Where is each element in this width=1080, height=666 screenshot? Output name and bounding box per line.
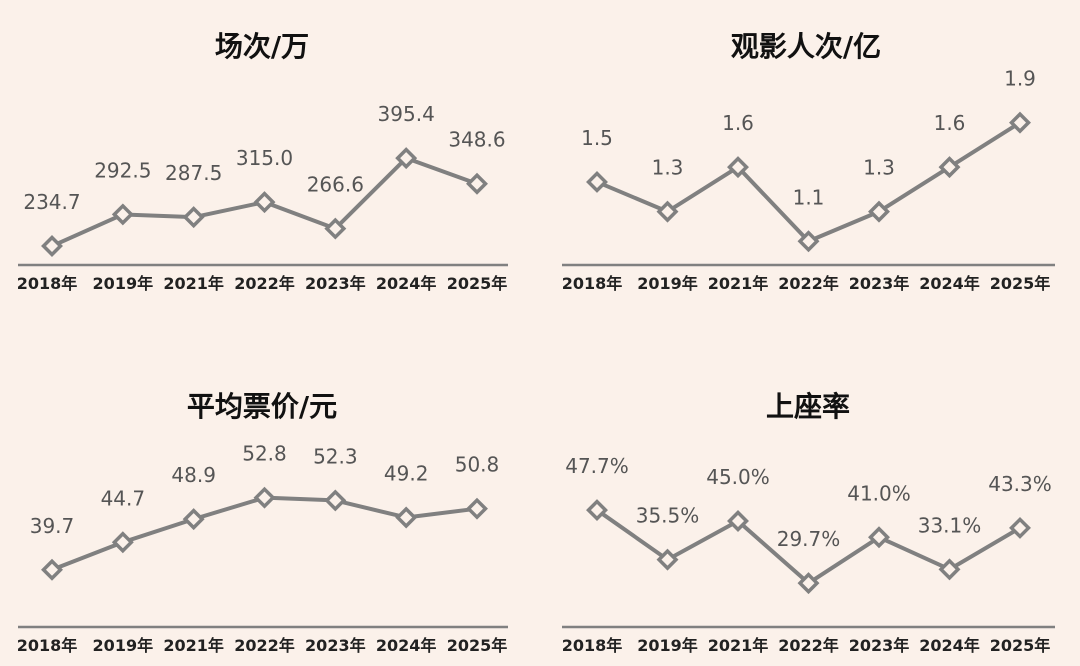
data-point-marker xyxy=(1009,111,1031,134)
x-tick-label: 2025年 xyxy=(447,274,508,293)
data-label: 234.7 xyxy=(23,190,80,214)
x-tick-label: 2018年 xyxy=(562,274,623,293)
x-tick-label: 2021年 xyxy=(163,274,224,293)
data-label: 49.2 xyxy=(384,461,429,485)
x-tick-label: 2025年 xyxy=(990,636,1051,655)
data-label: 1.3 xyxy=(863,156,895,180)
chart-title: 平均票价/元 xyxy=(187,390,337,423)
data-label: 1.6 xyxy=(934,111,966,135)
x-tick-label: 2019年 xyxy=(93,274,154,293)
data-label: 50.8 xyxy=(455,453,500,477)
data-point-marker xyxy=(656,200,679,223)
data-label: 1.1 xyxy=(793,185,825,209)
x-tick-label: 2023年 xyxy=(849,636,910,655)
x-tick-label: 2018年 xyxy=(17,636,78,655)
data-point-marker xyxy=(182,206,205,229)
data-point-marker xyxy=(324,217,347,240)
x-tick-label: 2022年 xyxy=(778,636,839,655)
x-tick-label: 2021年 xyxy=(163,636,224,655)
data-label: 1.9 xyxy=(1004,67,1036,91)
x-tick-label: 2025年 xyxy=(990,274,1051,293)
data-label: 33.1% xyxy=(918,513,982,537)
data-point-marker xyxy=(727,510,749,533)
x-tick-label: 2023年 xyxy=(305,274,366,293)
x-tick-label: 2019年 xyxy=(637,274,698,293)
x-tick-label: 2022年 xyxy=(778,274,839,293)
data-point-marker xyxy=(111,531,134,554)
data-label: 1.6 xyxy=(722,111,754,135)
data-point-marker xyxy=(868,526,890,549)
data-point-marker xyxy=(182,508,205,531)
data-label: 52.3 xyxy=(313,444,358,468)
data-point-marker xyxy=(938,558,961,581)
data-label: 1.3 xyxy=(652,156,684,180)
data-label: 39.7 xyxy=(30,514,75,538)
data-point-marker xyxy=(466,497,488,520)
data-label: 315.0 xyxy=(236,146,293,170)
data-label: 44.7 xyxy=(101,486,146,510)
data-label: 348.6 xyxy=(448,128,505,152)
chart-title: 上座率 xyxy=(766,390,850,423)
data-point-marker xyxy=(41,235,63,257)
data-label: 35.5% xyxy=(636,504,700,528)
data-point-marker xyxy=(324,489,347,512)
data-point-marker xyxy=(586,499,608,522)
chart-title: 场次/万 xyxy=(215,30,309,63)
data-label: 45.0% xyxy=(706,465,770,489)
chart-title: 观影人次/亿 xyxy=(731,30,881,63)
x-tick-label: 2022年 xyxy=(234,274,295,293)
data-label: 47.7% xyxy=(565,454,629,478)
data-point-marker xyxy=(586,170,608,193)
data-label: 48.9 xyxy=(171,463,216,487)
x-tick-label: 2021年 xyxy=(708,274,769,293)
x-tick-label: 2018年 xyxy=(562,636,623,655)
data-label: 41.0% xyxy=(847,481,911,505)
data-point-marker xyxy=(111,203,134,226)
data-label: 29.7% xyxy=(777,527,841,551)
data-label: 52.8 xyxy=(242,442,287,466)
data-point-marker xyxy=(41,558,63,581)
x-tick-label: 2024年 xyxy=(919,636,980,655)
x-tick-label: 2019年 xyxy=(637,636,698,655)
x-tick-label: 2023年 xyxy=(305,636,366,655)
data-label: 395.4 xyxy=(378,102,435,126)
data-point-marker xyxy=(466,172,488,195)
data-point-marker xyxy=(656,548,679,571)
x-tick-label: 2025年 xyxy=(447,636,508,655)
data-label: 266.6 xyxy=(307,173,364,197)
data-point-marker xyxy=(253,486,276,509)
data-point-marker xyxy=(727,156,749,179)
data-point-marker xyxy=(938,156,961,179)
data-point-marker xyxy=(1009,516,1031,539)
data-label: 292.5 xyxy=(94,158,151,182)
x-tick-label: 2024年 xyxy=(919,274,980,293)
line-chart-panel: 观影人次/亿 2018年 2019年 2021年 2022年 2023年 2024年 2025… xyxy=(562,30,1055,293)
x-tick-label: 2019年 xyxy=(93,636,154,655)
x-tick-label: 2021年 xyxy=(708,636,769,655)
series-line xyxy=(596,120,1022,244)
data-point-marker xyxy=(797,230,820,253)
data-label: 43.3% xyxy=(988,472,1052,496)
x-tick-label: 2018年 xyxy=(17,274,78,293)
data-point-marker xyxy=(395,506,418,529)
line-chart-panel: 场次/万 2018年 2019年 2021年 2022年 2023年 2024年 2025年 2… xyxy=(17,30,508,293)
data-point-marker xyxy=(868,200,890,223)
x-tick-label: 2024年 xyxy=(376,274,437,293)
x-tick-label: 2024年 xyxy=(376,636,437,655)
data-point-marker xyxy=(797,572,820,595)
data-point-marker xyxy=(253,191,276,214)
data-label: 1.5 xyxy=(581,126,613,150)
data-label: 287.5 xyxy=(165,161,222,185)
line-chart-panel: 上座率 2018年 2019年 2021年 2022年 2023年 2024年 2025年 47… xyxy=(562,390,1055,655)
data-point-marker xyxy=(395,147,418,170)
line-chart-panel: 平均票价/元 2018年 2019年 2021年 2022年 2023年 2024年 2025… xyxy=(17,390,508,655)
x-tick-label: 2023年 xyxy=(849,274,910,293)
x-tick-label: 2022年 xyxy=(234,636,295,655)
